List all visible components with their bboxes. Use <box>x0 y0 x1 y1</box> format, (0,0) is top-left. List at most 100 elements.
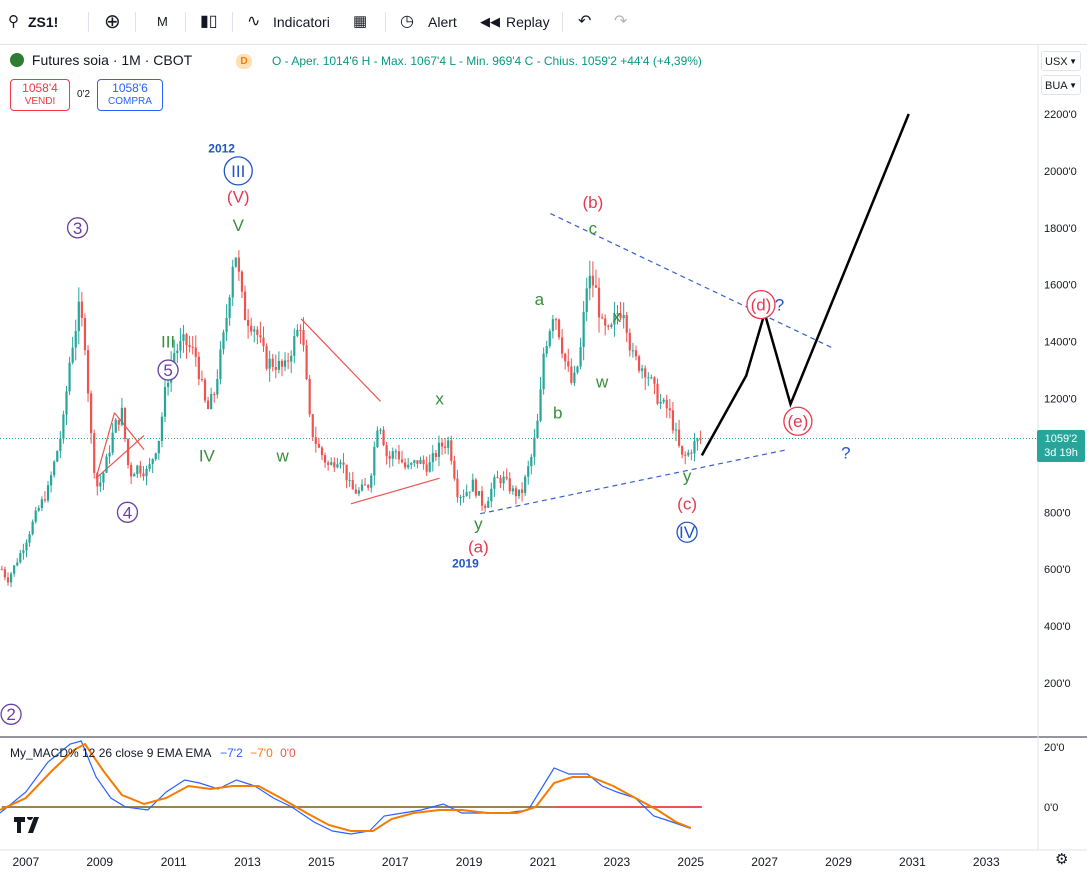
candle-body <box>419 459 422 464</box>
wave-label: (b) <box>582 193 603 212</box>
candle-body <box>397 451 401 460</box>
alert-button[interactable]: Alert <box>428 14 457 30</box>
gear-icon[interactable]: ⚙ <box>1055 851 1069 868</box>
candle-body <box>327 462 330 465</box>
candles-icon[interactable]: ▮▯ <box>200 13 218 30</box>
macd-legend[interactable]: My_MACD% 12 26 close 9 EMA EMA −7'2 −7'0… <box>10 746 296 760</box>
candle-body <box>290 355 293 362</box>
indicators-button[interactable]: Indicatori <box>273 14 330 30</box>
candle-body <box>588 275 591 289</box>
candle-body <box>28 534 31 543</box>
tradingview-logo[interactable] <box>14 814 44 833</box>
candle-body <box>370 475 373 488</box>
sell-button[interactable]: 1058'4 VENDI <box>10 79 70 111</box>
candle-body <box>351 480 354 490</box>
currency-select[interactable]: USX ▼ <box>1041 51 1081 71</box>
alert-icon[interactable]: ◷ <box>400 13 414 30</box>
delayed-badge[interactable]: D <box>236 54 252 69</box>
wave-label-circle <box>783 406 813 436</box>
candle-body <box>6 577 10 583</box>
candle-body <box>305 345 308 380</box>
candle-body <box>22 550 25 554</box>
wave-label: y <box>474 515 483 534</box>
candle-body <box>437 442 441 457</box>
candle-body <box>508 478 511 492</box>
projection-path[interactable] <box>700 113 910 457</box>
add-symbol-icon[interactable]: ⊕ <box>104 11 121 33</box>
candle-body <box>293 336 296 356</box>
candle-body <box>422 459 425 465</box>
x-tick-label: 2025 <box>677 855 704 869</box>
candle-body <box>16 562 19 566</box>
redo-icon[interactable]: ↷ <box>614 13 628 30</box>
candle-body <box>206 400 210 409</box>
candle-body <box>274 367 277 370</box>
replay-button[interactable]: Replay <box>506 14 550 30</box>
layouts-icon[interactable]: ▦ <box>353 13 368 30</box>
candle-body <box>243 291 247 321</box>
candle-body <box>431 453 434 463</box>
candle-body <box>367 485 370 488</box>
candle-body <box>151 459 154 465</box>
candle-body <box>410 463 413 465</box>
candle-body <box>388 456 391 459</box>
candle-body <box>19 553 22 563</box>
candle-body <box>456 478 459 498</box>
trendlines[interactable] <box>95 213 832 515</box>
candle-body <box>31 521 34 535</box>
candle-body <box>477 491 481 496</box>
candle-body <box>59 438 62 452</box>
candle-body <box>548 331 551 347</box>
interval-button[interactable]: M <box>157 14 168 29</box>
wave-label-circle <box>116 501 139 523</box>
x-tick-label: 2019 <box>456 855 483 869</box>
candle-body <box>542 353 545 390</box>
candle-body <box>43 499 47 501</box>
replay-icon[interactable]: ◀◀ <box>480 14 500 29</box>
symbol-name[interactable]: ZS1! <box>28 14 59 30</box>
candle-body <box>231 266 234 298</box>
toolbar-divider <box>562 12 563 32</box>
candle-body <box>545 346 548 354</box>
candle-body <box>570 366 573 383</box>
candle-body <box>308 379 311 415</box>
wave-label: III <box>161 333 175 352</box>
spread-value: 0'2 <box>77 89 91 100</box>
candle-body <box>123 407 127 439</box>
candle-body <box>677 429 681 446</box>
macd-panel <box>0 740 702 835</box>
wave-label: 5 <box>163 361 172 380</box>
candle-body <box>447 440 450 448</box>
candle-body <box>247 320 250 326</box>
wave-label: 3 <box>73 219 82 238</box>
candle-body <box>99 482 102 487</box>
unit-select[interactable]: BUA ▼ <box>1041 75 1081 95</box>
candle-body <box>505 476 508 479</box>
candle-body <box>253 329 256 332</box>
toolbar-divider <box>185 12 186 32</box>
last-price-tag: 1059'2 3d 19h <box>1037 430 1085 462</box>
wave-label: w <box>275 446 289 465</box>
buy-price: 1058'6 <box>112 81 148 95</box>
toolbar-divider <box>385 12 386 32</box>
symbol-search-icon[interactable]: ⚲ <box>8 13 19 30</box>
candle-body <box>120 407 124 425</box>
symbol-logo-icon <box>10 53 24 67</box>
sell-label: VENDI <box>24 96 56 107</box>
last-price-value: 1059'2 <box>1044 433 1078 445</box>
candle-body <box>354 489 357 494</box>
candle-body <box>619 313 622 319</box>
candle-body <box>394 451 397 453</box>
candle-body <box>142 473 145 477</box>
price-chart[interactable]: 2345IIIIVV(V)III2012wxy(a)2019abc(b)wxy(… <box>0 45 1087 873</box>
wave-label: b <box>553 404 562 423</box>
candle-body <box>699 439 702 441</box>
buy-button[interactable]: 1058'6 COMPRA <box>97 79 163 111</box>
x-tick-label: 2029 <box>825 855 852 869</box>
candle-body <box>407 464 410 468</box>
chart-title[interactable]: Futures soia · 1M · CBOT <box>31 52 193 68</box>
indicators-icon[interactable]: ∿ <box>247 13 261 30</box>
undo-icon[interactable]: ↶ <box>578 13 592 30</box>
candle-body <box>665 399 668 409</box>
chevron-down-icon: ▼ <box>1069 81 1077 90</box>
